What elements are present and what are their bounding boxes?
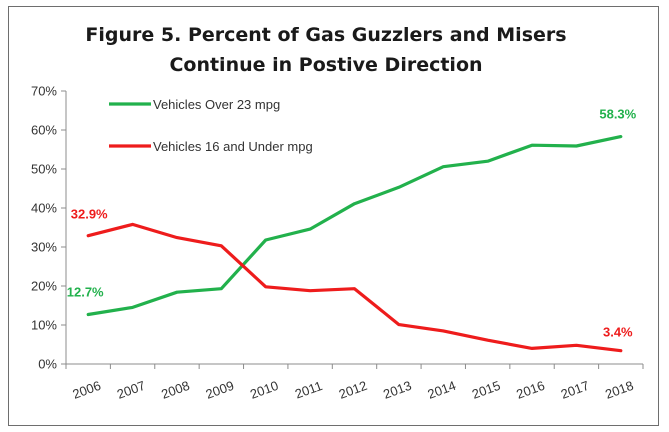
y-tick-label: 40% xyxy=(31,201,57,216)
legend-label: Vehicles 16 and Under mpg xyxy=(153,139,313,154)
data-label: 12.7% xyxy=(67,284,104,299)
x-tick-label: 2008 xyxy=(159,378,191,402)
y-tick-label: 10% xyxy=(31,318,57,333)
chart-frame: Figure 5. Percent of Gas Guzzlers and Mi… xyxy=(8,6,659,426)
series-lines xyxy=(86,135,623,353)
line-chart: Figure 5. Percent of Gas Guzzlers and Mi… xyxy=(31,24,644,402)
x-tick-label: 2012 xyxy=(337,378,369,402)
x-tick-label: 2011 xyxy=(293,378,324,402)
y-axis-ticks: 0% 10% 20% 30% 40% 50% 60% 70% xyxy=(31,84,66,372)
x-axis-ticks: 2006 2007 2008 2009 2010 2011 2012 2013 2014 2015… xyxy=(65,364,644,402)
y-tick-label: 60% xyxy=(31,123,57,138)
data-label: 32.9% xyxy=(71,207,108,222)
chart-title: Figure 5. Percent of Gas Guzzlers and Mi… xyxy=(85,24,566,76)
y-tick-label: 20% xyxy=(31,279,57,294)
x-tick-label: 2007 xyxy=(115,378,147,402)
series-line-16-and-under-mpg xyxy=(86,222,623,353)
x-tick-label: 2006 xyxy=(70,378,102,402)
legend: Vehicles Over 23 mpg Vehicles 16 and Unde… xyxy=(109,97,313,154)
y-tick-label: 50% xyxy=(31,162,57,177)
chart-title-line-1: Figure 5. Percent of Gas Guzzlers and Mi… xyxy=(85,24,566,46)
x-tick-label: 2010 xyxy=(248,378,280,402)
data-label: 58.3% xyxy=(599,107,636,122)
x-tick-label: 2016 xyxy=(514,378,546,402)
y-tick-label: 0% xyxy=(38,357,57,372)
chart-title-line-2: Continue in Postive Direction xyxy=(169,54,482,76)
x-tick-label: 2017 xyxy=(559,378,591,402)
x-tick-label: 2009 xyxy=(204,378,236,402)
y-tick-label: 70% xyxy=(31,84,57,99)
data-label: 3.4% xyxy=(603,325,633,340)
axes xyxy=(65,91,643,365)
x-tick-label: 2014 xyxy=(426,378,458,402)
data-labels: 12.7% 58.3% 32.9% 3.4% xyxy=(67,107,637,340)
y-tick-label: 30% xyxy=(31,240,57,255)
x-tick-label: 2018 xyxy=(603,378,635,402)
legend-label: Vehicles Over 23 mpg xyxy=(153,97,280,112)
x-tick-label: 2013 xyxy=(381,378,413,402)
x-tick-label: 2015 xyxy=(470,378,502,402)
